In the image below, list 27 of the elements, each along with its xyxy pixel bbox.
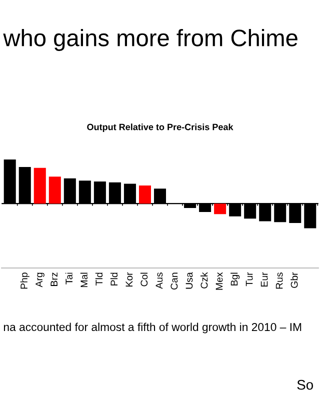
x-tick-label: Tld [95,272,103,286]
x-tick-label: Col [140,272,148,286]
x-tick-label: Arg [36,272,44,288]
bar [214,204,226,214]
x-tick-label: Can [170,272,178,290]
bar [138,185,151,204]
x-tick-label: Mex [216,272,223,290]
x-tick-label: Tai [65,272,73,284]
x-tick-label: Kor [126,272,133,286]
chart-title: Output Relative to Pre-Crisis Peak [87,124,234,132]
x-tick-label: Usa [186,272,193,289]
x-tick-label: Mal [80,272,88,288]
text: So [297,380,314,390]
x-tick-label: Eur [260,272,268,286]
x-tick-label: Bgl [230,272,240,286]
x-tick-label: Aus [156,272,163,289]
x-tick-label: Czk [200,272,208,288]
x-tick-label: Rus [276,272,283,289]
x-tick-label: Php [20,272,30,289]
bar [48,176,61,204]
x-tick-label: Pld [110,272,118,286]
bar [34,168,46,204]
x-tick-label: Gbr [290,272,298,288]
x-tick-label: Brz [50,272,58,286]
text: na accounted for almost a fifth of world growth in 2010 – IM [4,322,302,334]
x-tick-label: Tur [246,272,253,286]
text: who gains more from Chime [3,28,298,52]
